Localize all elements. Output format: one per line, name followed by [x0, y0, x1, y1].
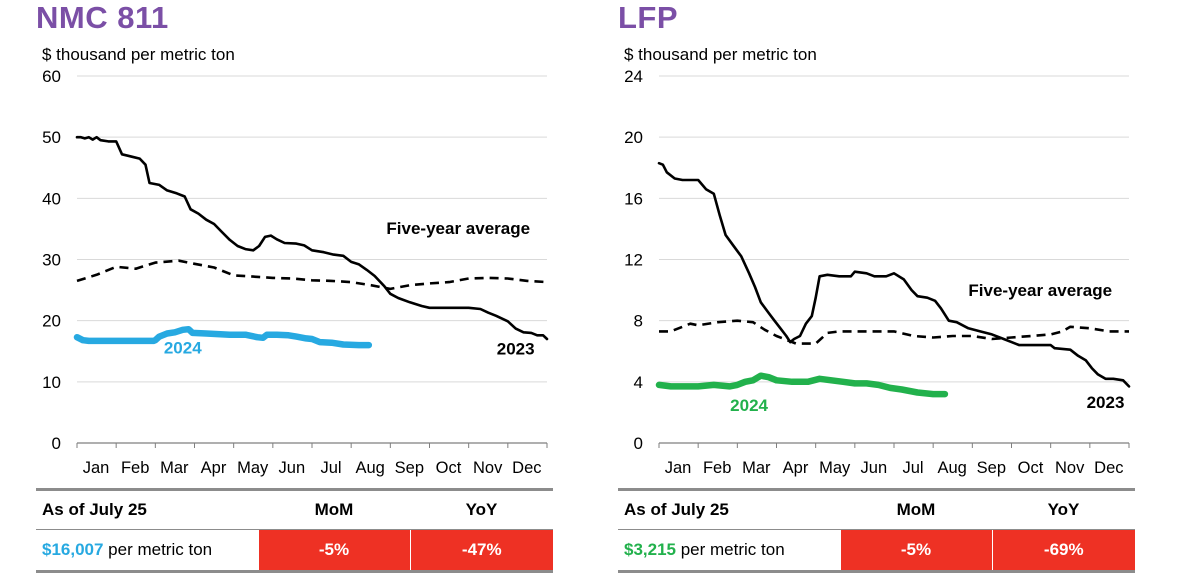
series-line-2023	[657, 161, 1131, 388]
x-tick-label: Mar	[742, 459, 771, 477]
nmc811-line-chart: 0 10 20 30 40 50 60 Jan Feb Mar Apr May Jun Jul Aug Sep…	[42, 67, 549, 477]
stats-value-row: $3,215 per metric ton -5% -69%	[618, 529, 1135, 573]
x-tick-label: Jan	[83, 459, 110, 477]
series-label: 2023	[1087, 393, 1125, 412]
x-tick-label: Oct	[436, 459, 462, 477]
y-axis-unit-label: $ thousand per metric ton	[624, 45, 817, 64]
y-axis-unit-label: $ thousand per metric ton	[42, 45, 235, 64]
stats-header-row: As of July 25 MoM YoY	[618, 488, 1135, 530]
current-price: $3,215	[624, 540, 676, 559]
lfp-panel: LFP $ thousand per metric ton 0 4 8 12 16 20 2…	[582, 0, 1142, 581]
y-tick-label: 12	[624, 251, 643, 270]
x-tick-label: Apr	[201, 459, 227, 477]
x-tick-label: Feb	[121, 459, 149, 477]
x-tick-label: Jul	[902, 459, 923, 477]
mom-change: -5%	[839, 529, 992, 573]
current-price: $16,007	[42, 540, 104, 559]
x-tick-label: Jan	[665, 459, 692, 477]
y-tick-label: 50	[42, 128, 61, 147]
x-tick-label: May	[237, 459, 269, 477]
x-tick-label: Feb	[703, 459, 731, 477]
price-unit: per metric ton	[103, 540, 213, 559]
stats-header-row: As of July 25 MoM YoY	[36, 488, 553, 530]
x-tick-label: Aug	[937, 459, 966, 477]
x-tick-label: Oct	[1018, 459, 1044, 477]
yoy-change: -69%	[991, 529, 1135, 573]
y-tick-label: 60	[42, 67, 61, 86]
y-tick-label: 10	[42, 373, 61, 392]
x-tick-label: May	[819, 459, 851, 477]
chart-title: LFP	[618, 0, 679, 35]
series-line-five-year-average	[76, 259, 548, 291]
mom-header: MoM	[258, 488, 410, 530]
x-tick-label: Dec	[512, 459, 541, 477]
lfp-stats-table: As of July 25 MoM YoY $3,215 per metric …	[618, 488, 1135, 573]
x-tick-label: Dec	[1094, 459, 1123, 477]
y-tick-label: 0	[52, 434, 61, 453]
as-of-header: As of July 25	[36, 488, 258, 530]
x-tick-label: Sep	[395, 459, 424, 477]
x-tick-label: Sep	[977, 459, 1006, 477]
x-tick-label: Aug	[355, 459, 384, 477]
series-label: 2024	[730, 396, 768, 415]
series-label: 2023	[497, 339, 535, 358]
yoy-header: YoY	[410, 488, 553, 530]
series-line-2024	[655, 372, 949, 398]
x-tick-label: Jun	[279, 459, 306, 477]
mom-change: -5%	[257, 529, 410, 573]
price-cell: $3,215 per metric ton	[618, 529, 840, 573]
y-tick-label: 40	[42, 189, 61, 208]
yoy-change: -47%	[409, 529, 553, 573]
y-tick-label: 16	[624, 189, 643, 208]
y-tick-label: 20	[624, 128, 643, 147]
mom-header: MoM	[840, 488, 992, 530]
series-label: Five-year average	[968, 281, 1112, 300]
x-tick-label: Nov	[473, 459, 503, 477]
yoy-header: YoY	[992, 488, 1135, 530]
series-label: 2024	[164, 339, 202, 358]
x-tick-label: Jul	[320, 459, 341, 477]
nmc811-stats-table: As of July 25 MoM YoY $16,007 per metric…	[36, 488, 553, 573]
y-tick-label: 24	[624, 67, 643, 86]
chart-title: NMC 811	[36, 0, 169, 35]
series-line-five-year-average	[659, 319, 1129, 345]
x-tick-label: Apr	[783, 459, 809, 477]
series-label: Five-year average	[386, 219, 530, 238]
price-unit: per metric ton	[676, 540, 785, 559]
y-tick-label: 4	[634, 373, 643, 392]
x-tick-label: Mar	[160, 459, 189, 477]
series-line-2024	[73, 325, 373, 349]
as-of-header: As of July 25	[618, 488, 840, 530]
stats-value-row: $16,007 per metric ton -5% -47%	[36, 529, 553, 573]
x-tick-label: Jun	[861, 459, 888, 477]
price-cell: $16,007 per metric ton	[36, 529, 258, 573]
y-tick-label: 8	[634, 312, 643, 331]
y-tick-label: 20	[42, 312, 61, 331]
nmc811-panel: NMC 811 $ thousand per metric ton 0 10 20 3…	[0, 0, 560, 581]
y-tick-label: 30	[42, 251, 61, 270]
x-tick-label: Nov	[1055, 459, 1085, 477]
series-line-2023	[75, 135, 549, 341]
y-tick-label: 0	[634, 434, 643, 453]
